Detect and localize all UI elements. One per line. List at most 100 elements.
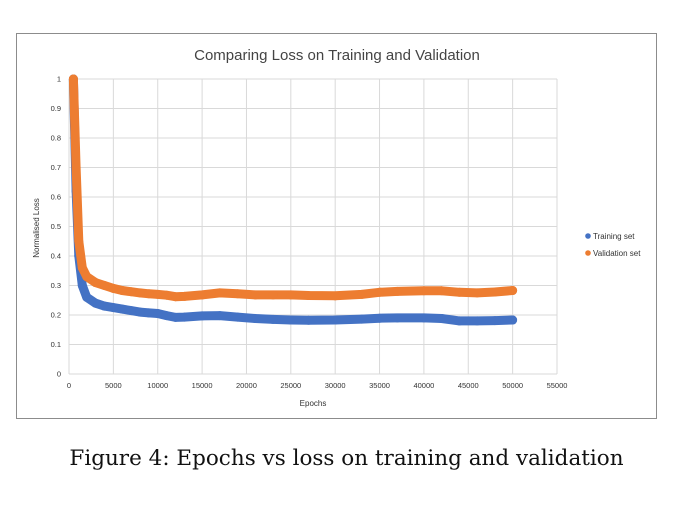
data-point (162, 290, 172, 300)
data-point (68, 74, 78, 84)
data-point (215, 288, 225, 298)
chart-title: Comparing Loss on Training and Validatio… (194, 47, 480, 64)
data-point (82, 292, 92, 302)
x-tick-label: 0 (67, 381, 71, 390)
y-axis-label: Normalised Loss (32, 198, 41, 258)
grid (68, 78, 558, 375)
x-tick-label: 55000 (547, 381, 568, 390)
y-tick-label: 0 (57, 370, 61, 379)
legend-label: Training set (593, 232, 635, 241)
y-tick-label: 0.2 (51, 311, 61, 320)
y-tick-label: 0.3 (51, 281, 61, 290)
y-tick-label: 1 (57, 75, 61, 84)
data-point (490, 316, 500, 326)
legend: Training set Validation set (585, 232, 641, 258)
data-point (454, 287, 464, 297)
data-point (126, 306, 136, 316)
data-point (375, 313, 385, 323)
data-point (197, 311, 207, 321)
data-point (304, 315, 314, 325)
data-point (233, 289, 243, 299)
x-tick-label: 50000 (502, 381, 523, 390)
x-tick-label: 35000 (369, 381, 390, 390)
data-point (286, 290, 296, 300)
data-point (82, 272, 92, 282)
data-point (268, 290, 278, 300)
chart-frame: Comparing Loss on Training and Validatio… (16, 33, 657, 419)
data-point (375, 287, 385, 297)
x-tick-label: 45000 (458, 381, 479, 390)
series-group (68, 74, 518, 326)
y-tick-label: 0.9 (51, 104, 61, 113)
y-tick-label: 0.8 (51, 134, 61, 143)
data-point (162, 311, 172, 321)
data-point (250, 314, 260, 324)
series-band (68, 74, 518, 302)
legend-label: Validation set (593, 249, 641, 258)
legend-marker (585, 250, 591, 256)
data-point (437, 286, 447, 296)
data-point (77, 281, 87, 290)
data-point (179, 312, 189, 322)
y-tick-labels: 0 0.1 0.2 0.3 0.4 0.5 0.6 0.7 0.8 0.9 1 (51, 75, 61, 379)
data-point (91, 298, 101, 308)
data-point (419, 286, 429, 296)
data-point (153, 289, 163, 299)
data-point (215, 311, 225, 321)
x-tick-label: 10000 (147, 381, 168, 390)
x-tick-label: 20000 (236, 381, 257, 390)
y-tick-label: 0.5 (51, 222, 61, 231)
series-band (68, 74, 518, 326)
x-tick-label: 40000 (413, 381, 434, 390)
y-tick-label: 0.7 (51, 163, 61, 172)
data-point (286, 315, 296, 325)
data-point (472, 316, 482, 326)
x-axis-label: Epochs (300, 399, 327, 408)
data-point (126, 287, 136, 297)
data-point (77, 263, 87, 273)
data-point (170, 312, 180, 322)
data-point (357, 314, 367, 324)
y-tick-label: 0.1 (51, 340, 61, 349)
data-point (117, 286, 127, 296)
data-point (99, 301, 109, 311)
legend-marker (585, 233, 591, 239)
data-point (108, 303, 118, 313)
data-point (268, 314, 278, 324)
data-point (144, 289, 154, 299)
data-point (144, 308, 154, 318)
data-point (197, 290, 207, 300)
chart-svg: Comparing Loss on Training and Validatio… (32, 47, 641, 408)
data-point (419, 313, 429, 323)
data-point (179, 291, 189, 301)
data-point (135, 288, 145, 298)
figure-caption: Figure 4: Epochs vs loss on training and… (69, 446, 624, 471)
data-point (330, 315, 340, 325)
data-point (108, 283, 118, 293)
data-point (74, 236, 84, 246)
data-point (437, 314, 447, 324)
data-point (490, 287, 500, 297)
data-point (304, 291, 314, 301)
data-point (508, 286, 518, 296)
data-point (91, 278, 101, 288)
data-point (153, 309, 163, 319)
x-tick-label: 25000 (280, 381, 301, 390)
x-tick-labels: 0 5000 10000 15000 20000 25000 30000 35000 40000… (67, 381, 568, 390)
data-point (330, 291, 340, 301)
y-tick-label: 0.6 (51, 193, 61, 202)
x-tick-label: 5000 (105, 381, 122, 390)
data-point (170, 292, 180, 302)
data-point (233, 312, 243, 322)
y-tick-label: 0.4 (51, 252, 61, 261)
x-tick-label: 15000 (192, 381, 213, 390)
data-point (71, 163, 81, 172)
series-validation-set (68, 74, 518, 302)
data-point (357, 289, 367, 299)
data-point (472, 288, 482, 298)
data-point (392, 286, 402, 296)
data-point (508, 315, 518, 325)
data-point (135, 307, 145, 317)
data-point (250, 290, 260, 300)
data-point (117, 304, 127, 314)
